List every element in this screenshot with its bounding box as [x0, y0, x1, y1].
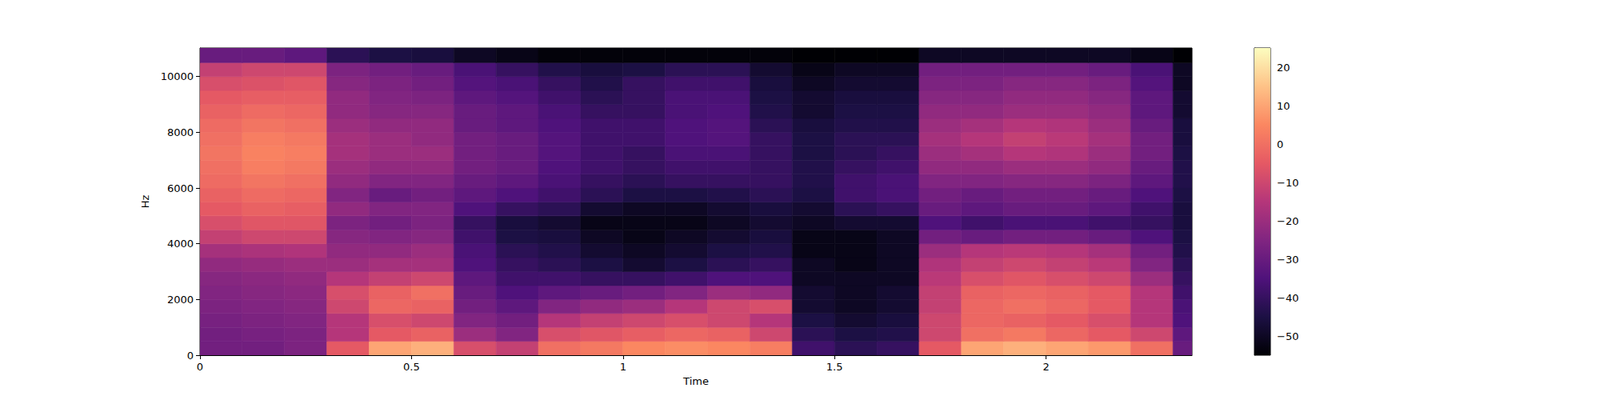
- svg-text:6000: 6000: [167, 182, 194, 195]
- svg-text:8000: 8000: [167, 126, 194, 139]
- svg-text:0: 0: [187, 349, 194, 362]
- svg-text:10: 10: [1276, 100, 1291, 112]
- svg-text:−50: −50: [1276, 330, 1299, 343]
- svg-text:0: 0: [1276, 138, 1284, 151]
- svg-text:Time: Time: [682, 375, 709, 388]
- svg-text:1.5: 1.5: [826, 360, 844, 373]
- svg-text:Hz: Hz: [139, 195, 152, 209]
- svg-text:0: 0: [196, 360, 204, 373]
- svg-text:4000: 4000: [167, 237, 194, 250]
- svg-text:20: 20: [1276, 61, 1291, 74]
- svg-text:10000: 10000: [160, 70, 194, 83]
- svg-text:1: 1: [620, 360, 627, 373]
- svg-text:−10: −10: [1276, 176, 1299, 189]
- svg-text:−30: −30: [1276, 253, 1299, 266]
- svg-text:−20: −20: [1276, 215, 1299, 228]
- svg-text:0.5: 0.5: [403, 360, 420, 373]
- svg-text:2: 2: [1042, 360, 1049, 373]
- svg-text:2000: 2000: [167, 293, 194, 306]
- svg-text:−40: −40: [1276, 292, 1299, 304]
